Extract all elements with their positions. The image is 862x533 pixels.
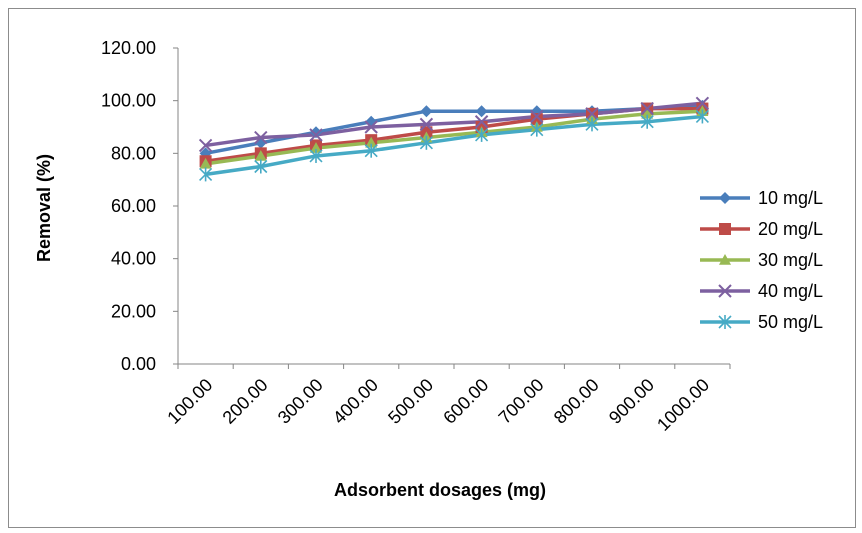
x-axis-title: Adsorbent dosages (mg) bbox=[334, 480, 546, 500]
data-point bbox=[364, 143, 378, 158]
legend-label: 50 mg/L bbox=[758, 312, 823, 332]
x-tick-label: 400.00 bbox=[329, 375, 382, 428]
data-point bbox=[254, 130, 268, 145]
data-point bbox=[475, 105, 488, 118]
y-tick-label: 20.00 bbox=[111, 301, 156, 321]
data-point bbox=[309, 148, 323, 163]
series-line-3 bbox=[205, 109, 703, 166]
legend-marker bbox=[719, 254, 731, 265]
series-lines bbox=[205, 101, 703, 177]
x-tick-label: 900.00 bbox=[605, 375, 658, 428]
x-tick-label: 200.00 bbox=[219, 375, 272, 428]
data-point bbox=[198, 138, 213, 153]
series-line-5 bbox=[205, 114, 703, 177]
data-point bbox=[419, 117, 434, 132]
data-point bbox=[310, 126, 322, 139]
x-tick-label: 1000.00 bbox=[653, 375, 713, 435]
data-point bbox=[474, 115, 489, 129]
x-tick-label: 800.00 bbox=[550, 375, 603, 428]
data-point bbox=[585, 107, 599, 121]
y-tick-label: 100.00 bbox=[101, 91, 156, 111]
series-markers bbox=[198, 96, 710, 182]
legend-label: 40 mg/L bbox=[758, 281, 823, 301]
legend-marker bbox=[719, 223, 731, 235]
chart-area bbox=[8, 8, 856, 528]
y-tick-label: 40.00 bbox=[111, 249, 156, 269]
legend-label: 30 mg/L bbox=[758, 250, 823, 270]
data-point bbox=[199, 167, 213, 182]
data-point bbox=[420, 105, 433, 118]
x-tick-label: 300.00 bbox=[274, 375, 327, 428]
y-tick-label: 80.00 bbox=[111, 143, 156, 163]
data-point bbox=[585, 117, 599, 132]
legend-item: 10 mg/L bbox=[700, 188, 823, 208]
data-point bbox=[309, 128, 323, 142]
legend-item: 40 mg/L bbox=[700, 281, 823, 301]
legend-item: 20 mg/L bbox=[700, 219, 823, 239]
data-point bbox=[310, 142, 322, 153]
y-tick-label: 0.00 bbox=[121, 354, 156, 374]
legend-label: 20 mg/L bbox=[758, 219, 823, 239]
series-line-4 bbox=[205, 101, 703, 148]
legend-item: 50 mg/L bbox=[700, 312, 823, 332]
y-tick-label: 60.00 bbox=[111, 196, 156, 216]
data-point bbox=[364, 120, 378, 134]
data-point bbox=[530, 113, 543, 126]
legend-label: 10 mg/L bbox=[758, 188, 823, 208]
legend: 10 mg/L 20 mg/L 30 mg/L 40 mg/L 50 mg/L bbox=[700, 188, 823, 332]
data-point bbox=[530, 109, 544, 124]
data-point bbox=[695, 109, 709, 124]
x-tick-label: 700.00 bbox=[495, 375, 548, 428]
legend-marker bbox=[718, 284, 732, 298]
x-tick-label: 500.00 bbox=[384, 375, 437, 428]
data-point bbox=[640, 101, 654, 116]
data-point bbox=[254, 149, 267, 161]
x-tick-label: 600.00 bbox=[439, 375, 492, 428]
y-axis-title: Removal (%) bbox=[34, 154, 54, 262]
data-point bbox=[640, 114, 654, 129]
y-tick-labels: 0.00 20.00 40.00 60.00 80.00 100.00 120.00 bbox=[101, 38, 178, 374]
x-tick-label: 100.00 bbox=[163, 375, 216, 428]
data-point bbox=[695, 96, 710, 111]
data-point bbox=[254, 159, 268, 174]
data-point bbox=[199, 157, 212, 169]
data-point bbox=[530, 122, 544, 137]
data-point bbox=[365, 136, 378, 148]
legend-item: 30 mg/L bbox=[700, 250, 823, 270]
data-point bbox=[641, 107, 654, 119]
y-tick-label: 120.00 bbox=[101, 38, 156, 58]
legend-marker bbox=[718, 315, 732, 329]
data-point bbox=[475, 127, 489, 142]
legend-marker bbox=[719, 192, 731, 204]
data-point bbox=[419, 135, 433, 150]
x-tick-labels: 100.00 200.00 300.00 400.00 500.00 600.00 700.… bbox=[163, 364, 731, 435]
